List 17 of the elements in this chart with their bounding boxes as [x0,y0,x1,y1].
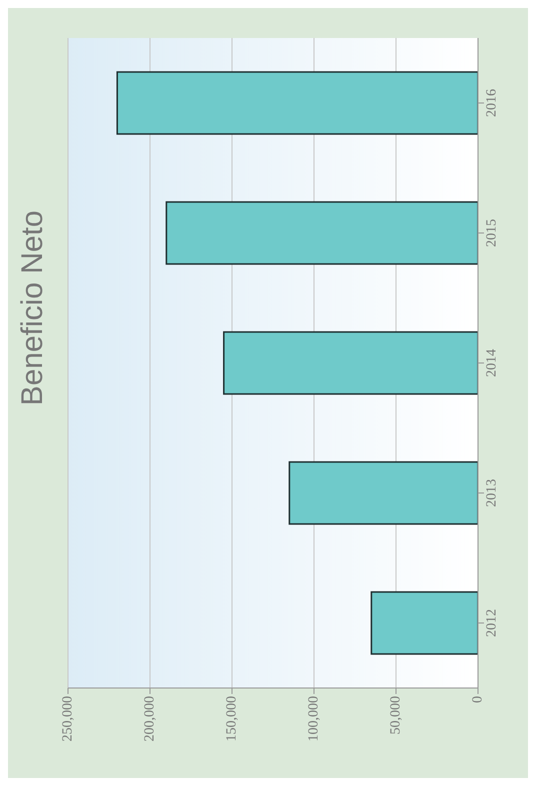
text: Beneficio Neto [16,210,50,406]
y-tick-label: 2013 [484,479,500,507]
bar [370,591,478,655]
bar [223,331,478,395]
x-tick-label: 200,000 [142,696,158,742]
x-tick-label: 100,000 [306,696,322,742]
y-tick-label: 2014 [484,349,500,377]
bar [288,461,478,525]
x-tick-label: 50,000 [388,696,404,734]
bar [166,201,478,265]
x-tick-label: 0 [470,696,486,703]
bar [116,71,478,135]
y-tick-label: 2012 [484,609,500,637]
y-tick-label: 2015 [484,219,500,247]
x-tick-label: 250,000 [60,696,76,742]
y-tick-label: 2016 [484,89,500,117]
x-tick-label: 150,000 [224,696,240,742]
